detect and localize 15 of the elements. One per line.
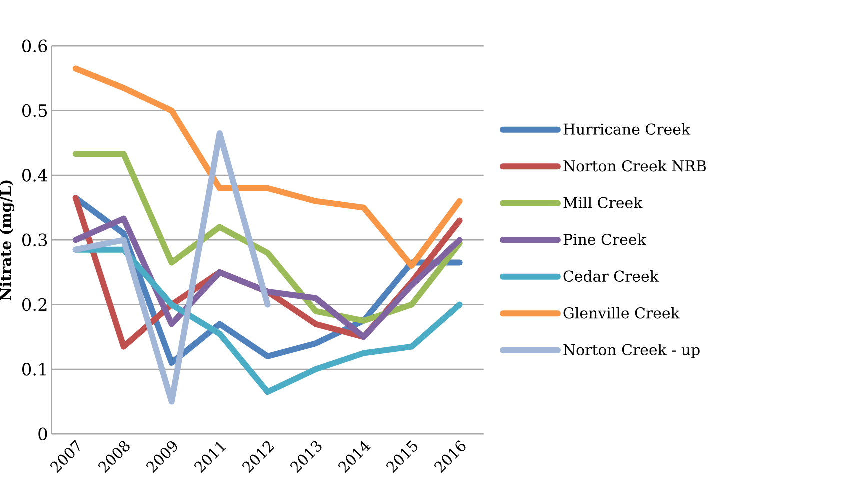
y-tick-label: 0.5	[22, 104, 48, 118]
y-tick-label: 0.6	[22, 40, 48, 53]
legend-label: Mill Creek	[564, 196, 643, 209]
legend-label: Norton Creek NRB	[564, 160, 706, 172]
y-tick-label: 0.2	[22, 298, 47, 312]
legend-label: Cedar Creek	[564, 270, 660, 282]
y-tick-label: 0.3	[22, 234, 48, 247]
y-tick-label: 0	[38, 428, 48, 441]
y-tick-label: 0.4	[22, 169, 48, 182]
legend-label: Hurricane Creek	[564, 123, 691, 136]
y-axis-title: Nitrate (mg/L)	[0, 180, 15, 300]
legend-label: Norton Creek - up	[564, 344, 700, 358]
legend-label: Pine Creek	[564, 234, 646, 246]
y-tick-label: 0.1	[22, 363, 46, 376]
legend-label: Glenville Creek	[564, 307, 680, 319]
